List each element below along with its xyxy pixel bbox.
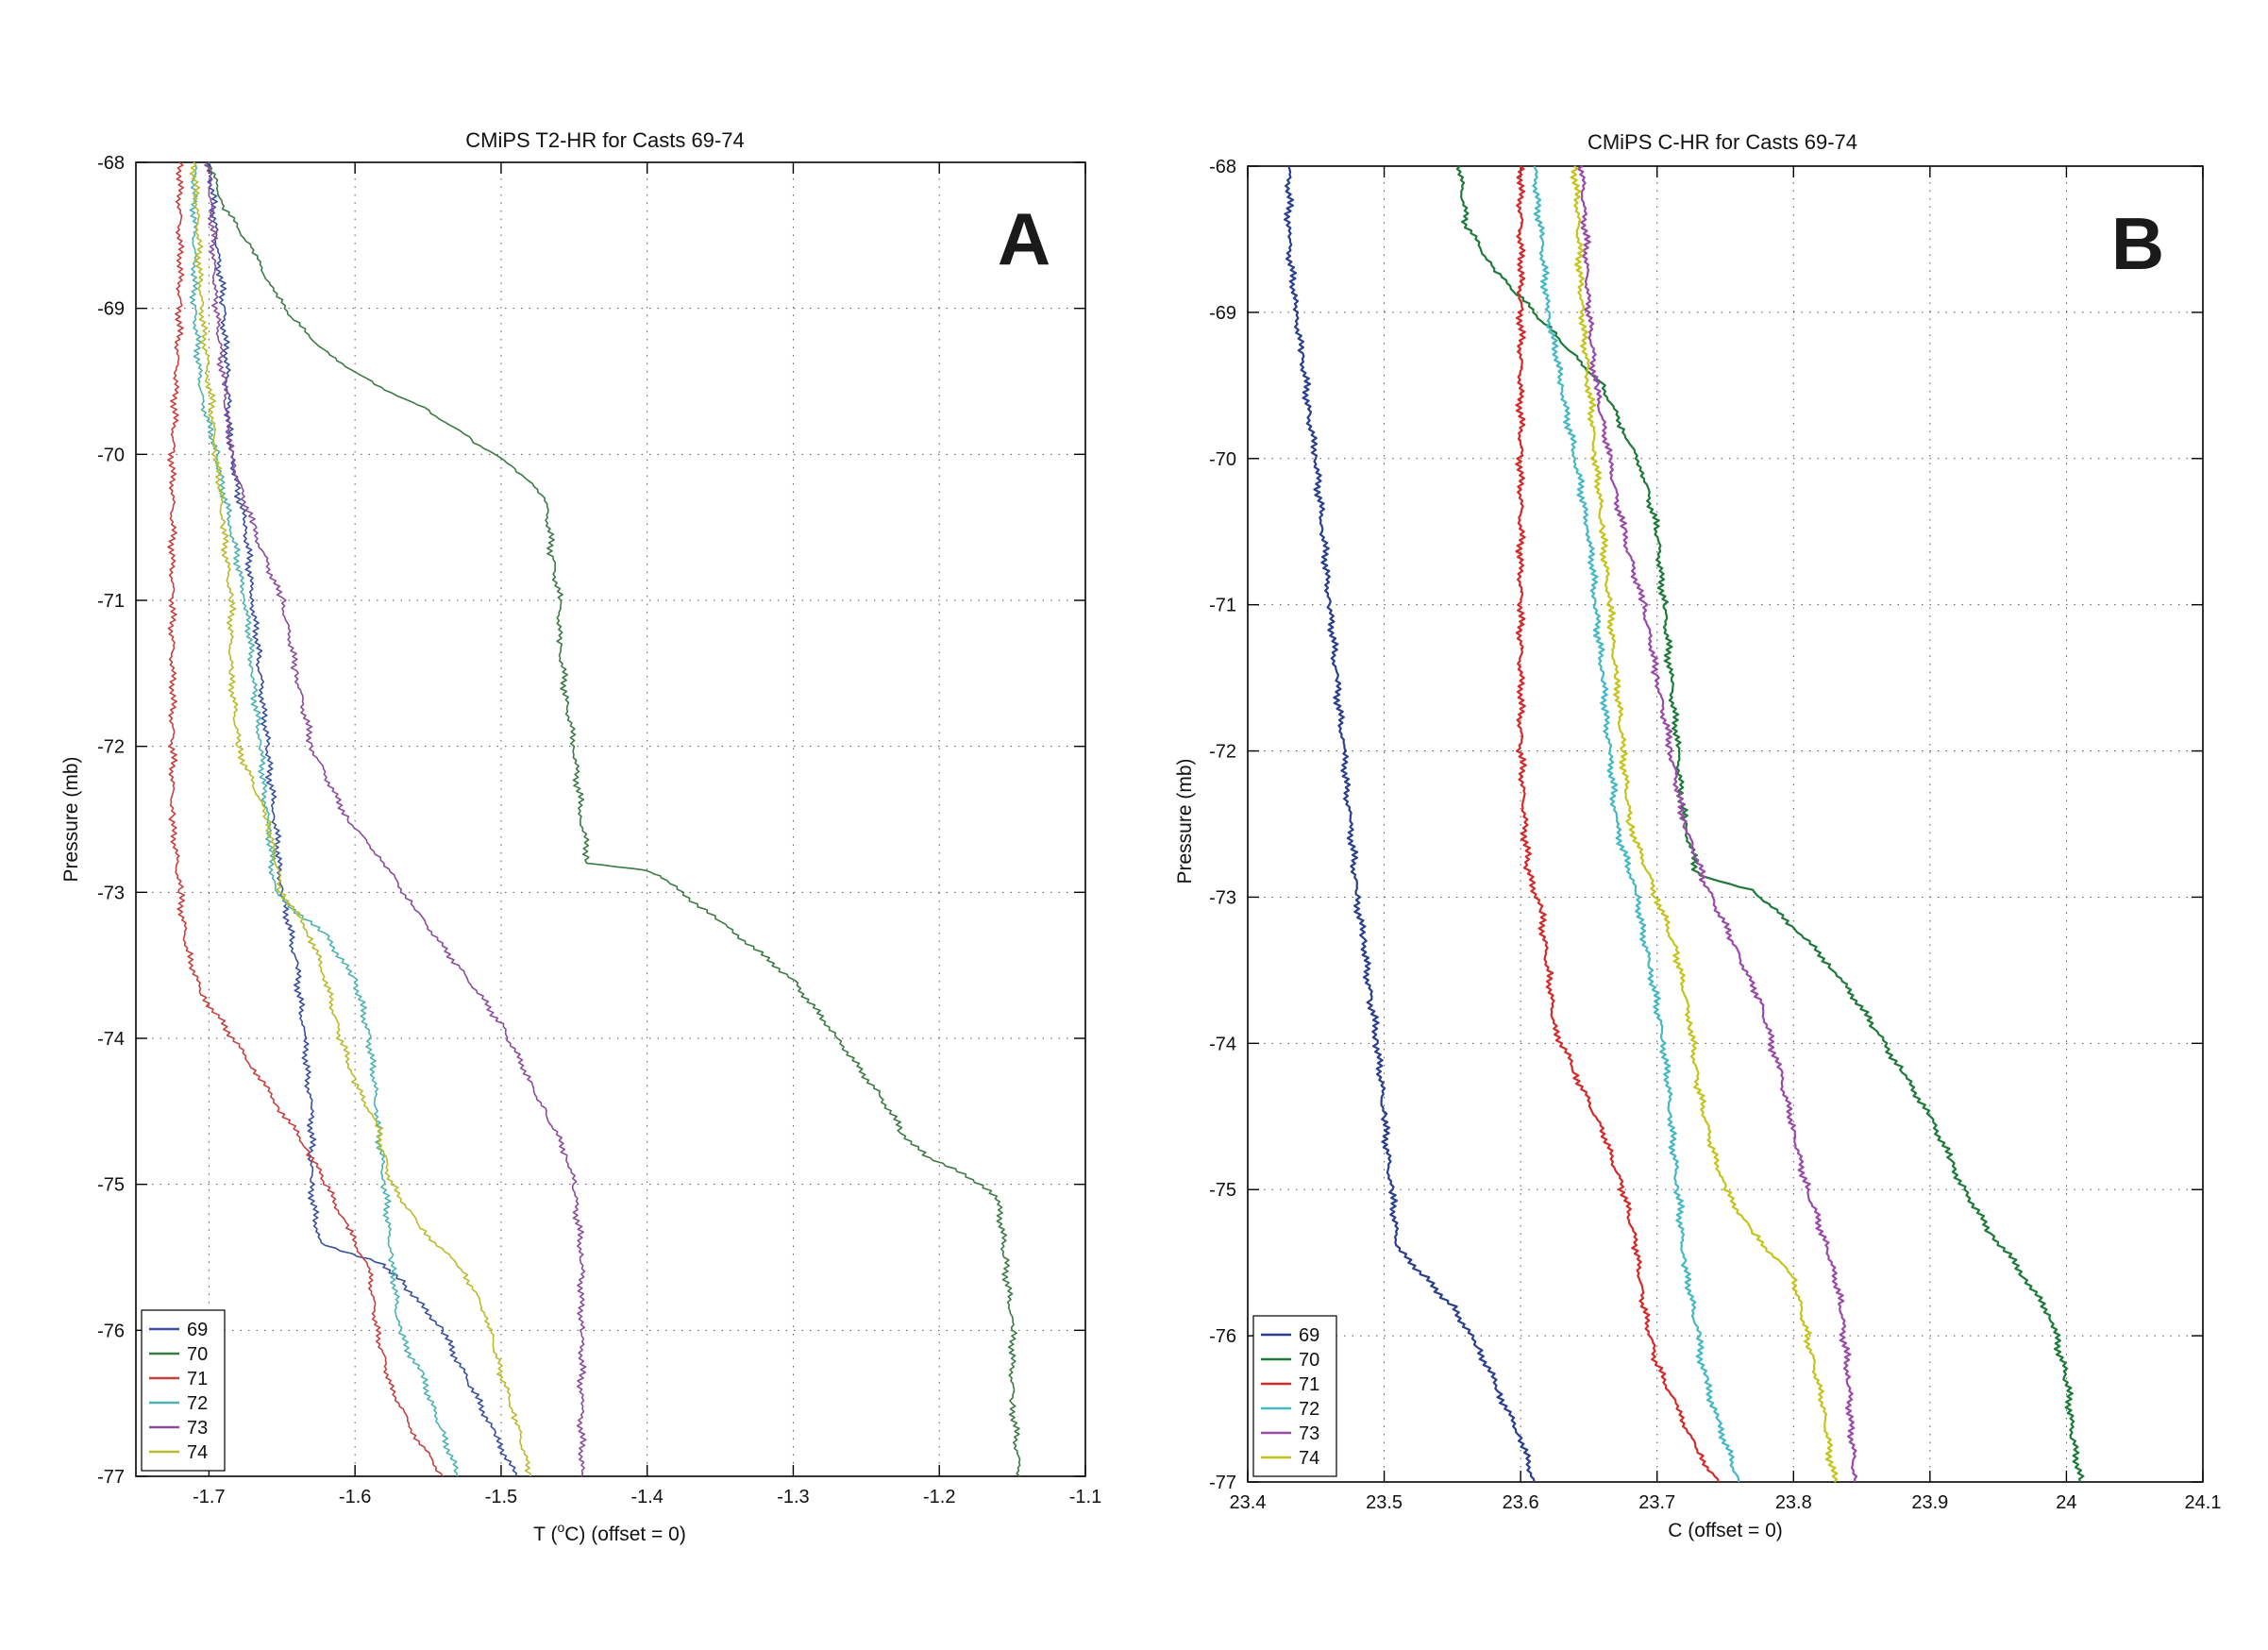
panel-b-legend-label-72: 72 — [1299, 1399, 1319, 1420]
panel-a-title: CMiPS T2-HR for Casts 69-74 — [465, 128, 744, 152]
y-tick-label: -72 — [1209, 742, 1236, 763]
y-tick-label: -76 — [1209, 1326, 1236, 1347]
panel-b-series-73-line — [1576, 165, 1858, 1483]
panel-b-legend-label-70: 70 — [1299, 1350, 1319, 1371]
panel-a-lines — [167, 161, 1021, 1477]
panel-a-series-71-line — [167, 161, 444, 1477]
panel-a-series-72-line — [189, 161, 459, 1477]
y-tick-label: -72 — [97, 737, 125, 758]
panel-b-ylabel: Pressure (mb) — [1174, 758, 1196, 884]
x-tick-label: -1.6 — [339, 1487, 371, 1507]
y-tick-label: -74 — [97, 1029, 125, 1050]
panel-a-series-73-line — [204, 161, 587, 1477]
y-tick-label: -73 — [97, 883, 125, 903]
x-tick-label: -1.1 — [1069, 1487, 1101, 1507]
panel-a-legend-label-74: 74 — [187, 1442, 208, 1463]
y-tick-label: -76 — [97, 1321, 125, 1341]
x-tick-label: 23.6 — [1503, 1492, 1539, 1513]
panel-b-grid — [1248, 166, 2203, 1482]
y-tick-label: -70 — [97, 445, 125, 465]
panel-b-legend: 69 70 71 72 73 74 — [1252, 1315, 1337, 1477]
panel-b-legend-label-73: 73 — [1299, 1423, 1319, 1444]
panel-b-legend-label-74: 74 — [1299, 1448, 1319, 1469]
panel-a-legend-label-72: 72 — [187, 1393, 208, 1414]
panel-a-ticks: -1.7 -1.6 -1.5 -1.4 -1.3 -1.2 -1.1 -68 -69 -70 -71… — [97, 153, 1101, 1507]
panel-b-legend-label-69: 69 — [1299, 1325, 1319, 1346]
panel-b-series-71-line — [1515, 165, 1720, 1483]
panel-a-grid — [136, 162, 1085, 1476]
x-tick-label: -1.2 — [923, 1487, 955, 1507]
panel-b-ticks: 23.4 23.5 23.6 23.7 23.8 23.9 24 24.1 -68 -69 -70 -… — [1209, 157, 2221, 1513]
panel-a-ylabel: Pressure (mb) — [60, 756, 82, 882]
y-tick-label: -71 — [1209, 596, 1236, 616]
x-tick-label: 23.7 — [1638, 1492, 1675, 1513]
panel-b-series-74-line — [1570, 165, 1839, 1483]
panel-b-series-69-line — [1284, 165, 1536, 1483]
x-tick-label: 23.8 — [1775, 1492, 1812, 1513]
panel-b-lines — [1284, 165, 2085, 1483]
panel-b-series-72-line — [1532, 165, 1740, 1483]
panel-b-chart: CMiPS C-HR for Casts 69-74 23.4 23.5 23.6 2… — [1174, 130, 2221, 1541]
panel-a-legend-label-71: 71 — [187, 1369, 208, 1389]
x-tick-label: -1.5 — [485, 1487, 517, 1507]
x-tick-label: 23.4 — [1230, 1492, 1267, 1513]
x-tick-label: -1.7 — [193, 1487, 225, 1507]
y-tick-label: -74 — [1209, 1034, 1236, 1054]
panel-a-xlabel: T (oC) (offset = 0) — [533, 1520, 686, 1545]
panel-a-legend-box — [141, 1309, 226, 1472]
x-tick-label: 24.1 — [2185, 1492, 2222, 1513]
y-tick-label: -75 — [1209, 1180, 1236, 1201]
panel-a-legend-label-70: 70 — [187, 1344, 208, 1365]
y-tick-label: -77 — [1209, 1473, 1236, 1493]
x-tick-label: -1.3 — [777, 1487, 809, 1507]
y-tick-label: -77 — [97, 1467, 125, 1488]
panel-b-legend-box — [1252, 1315, 1337, 1477]
y-tick-label: -69 — [97, 299, 125, 320]
panel-a-legend: 69 70 71 72 73 74 — [141, 1309, 226, 1472]
y-tick-label: -68 — [1209, 157, 1236, 177]
panel-a-series-70-line — [207, 161, 1021, 1477]
panel-b-title: CMiPS C-HR for Casts 69-74 — [1588, 130, 1857, 154]
panel-a-letter: A — [998, 197, 1050, 280]
panel-a-series-74-line — [189, 161, 531, 1477]
x-tick-label: -1.4 — [630, 1487, 663, 1507]
y-tick-label: -69 — [1209, 303, 1236, 324]
y-tick-label: -73 — [1209, 887, 1236, 908]
panel-b-plot-area — [1247, 165, 2204, 1483]
panel-b-letter: B — [2111, 202, 2164, 285]
panel-b-legend-label-71: 71 — [1299, 1374, 1319, 1395]
panel-a-plot-area — [135, 161, 1086, 1477]
y-tick-label: -75 — [97, 1175, 125, 1196]
x-tick-label: 23.5 — [1366, 1492, 1403, 1513]
panel-b-xlabel: C (offset = 0) — [1668, 1520, 1783, 1541]
panel-a-chart: CMiPS T2-HR for Casts 69-74 -1.7 -1.6 -1.5… — [60, 128, 1101, 1545]
x-tick-label: 24 — [2056, 1492, 2076, 1513]
y-tick-label: -68 — [97, 153, 125, 174]
y-tick-label: -70 — [1209, 449, 1236, 470]
y-tick-label: -71 — [97, 591, 125, 612]
panel-a-legend-label-73: 73 — [187, 1418, 208, 1439]
panel-a-legend-label-69: 69 — [187, 1320, 208, 1340]
x-tick-label: 23.9 — [1911, 1492, 1948, 1513]
